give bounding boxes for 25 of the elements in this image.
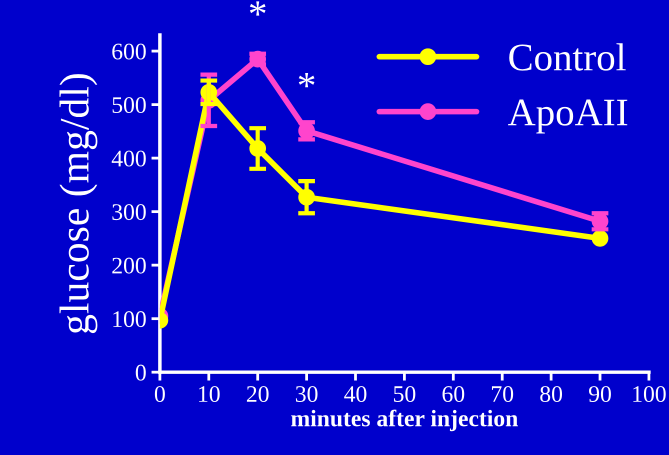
y-tick-label: 100 [113,311,146,328]
x-tick-label: 90 [588,386,611,402]
annotation: * [298,73,314,88]
y-tick-label: 600 [112,44,146,60]
y-tick-label: 400 [112,150,146,167]
legend-label: Control [509,43,626,71]
x-tick-label: 30 [296,386,318,402]
y-axis-title: glucose (mg/dl) [59,74,98,334]
y-tick-label: 500 [112,97,146,114]
x-tick-label: 40 [344,386,366,402]
x-tick-label: 70 [492,386,514,402]
x-tick-label: 0 [154,386,165,402]
y-tick-label: 300 [112,204,146,220]
x-tick-label: 20 [246,386,269,402]
y-tick-label: 0 [136,364,146,381]
x-tick-label: 100 [633,386,666,402]
point [592,230,608,247]
x-tick-label: 10 [199,386,220,402]
legend-label: ApoAII [508,100,628,134]
x-tick-label: 50 [394,386,416,402]
x-tick-label: 80 [540,386,562,402]
annotation: * [250,1,266,16]
x-tick-label: 60 [442,386,464,402]
y-tick-label: 200 [112,258,146,274]
x-axis-title: minutes after injection [291,410,518,432]
